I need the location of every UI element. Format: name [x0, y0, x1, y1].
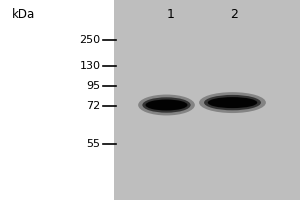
Text: kDa: kDa: [12, 7, 35, 21]
Text: 72: 72: [86, 101, 100, 111]
Ellipse shape: [142, 97, 191, 113]
Text: 250: 250: [80, 35, 100, 45]
Ellipse shape: [138, 95, 195, 115]
Text: 130: 130: [80, 61, 100, 71]
Ellipse shape: [146, 99, 188, 110]
Ellipse shape: [199, 92, 266, 113]
Text: 95: 95: [86, 81, 100, 91]
Text: 55: 55: [86, 139, 100, 149]
Text: 1: 1: [167, 7, 175, 21]
Text: 2: 2: [230, 7, 238, 21]
Bar: [114, 0, 300, 200]
Ellipse shape: [208, 97, 257, 108]
Ellipse shape: [204, 95, 261, 110]
